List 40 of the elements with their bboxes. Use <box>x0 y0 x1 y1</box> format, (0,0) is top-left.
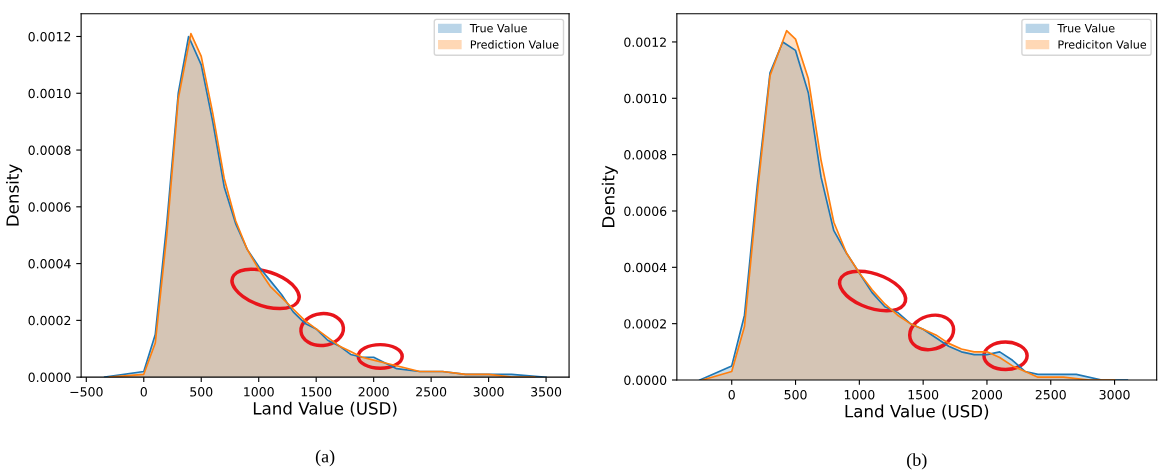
x-tick-label: 3000 <box>1099 389 1130 400</box>
legend-label: Prediction Value <box>470 40 559 49</box>
x-tick-label: 2500 <box>1035 389 1066 400</box>
x-tick-label: 1500 <box>908 389 939 400</box>
text: (b) <box>907 453 927 470</box>
x-tick-label: 500 <box>784 389 807 400</box>
y-tick-label: 0.0000 <box>624 375 667 385</box>
legend-label: True Value <box>469 23 527 33</box>
x-axis-title: Land Value (USD) <box>845 404 989 420</box>
text: (a) <box>315 449 335 467</box>
y-tick-label: 0.0010 <box>624 93 667 104</box>
y-tick-label: 0.0004 <box>624 262 667 273</box>
x-tick-label: 3500 <box>531 387 562 397</box>
x-axis-title: Land Value (USD) <box>253 401 397 417</box>
y-tick-label: 0.0008 <box>624 150 667 160</box>
x-tick-label: 3000 <box>473 387 504 397</box>
y-tick-label: 0.0004 <box>28 259 71 269</box>
x-tick-label: 2500 <box>416 387 447 397</box>
y-tick-label: 0.0006 <box>28 202 71 212</box>
y-tick-label: 0.0010 <box>28 88 71 99</box>
x-tick-label: 0 <box>140 387 147 397</box>
y-tick-label: 0.0012 <box>28 31 71 42</box>
x-tick-label: −500 <box>70 387 103 397</box>
x-tick-label: 1000 <box>244 387 274 397</box>
x-tick-label: 0 <box>728 389 735 400</box>
y-tick-label: 0.0002 <box>624 319 666 329</box>
y-tick-label: 0.0006 <box>624 206 667 216</box>
x-tick-label: 1500 <box>301 387 332 397</box>
y-tick-label: 0.0002 <box>28 315 71 326</box>
x-tick-label: 1000 <box>844 389 875 400</box>
x-tick-label: 2000 <box>358 387 389 397</box>
legend-label: Prediciton Value <box>1058 40 1147 49</box>
y-tick-label: 0.0008 <box>28 145 71 155</box>
x-tick-label: 2000 <box>971 389 1003 400</box>
y-axis-title: Density <box>5 164 23 226</box>
x-tick-label: 500 <box>190 387 213 397</box>
legend-label: True Value <box>1057 23 1115 33</box>
y-tick-label: 0.0000 <box>28 372 71 383</box>
y-tick-label: 0.0012 <box>624 37 666 47</box>
y-axis-title: Density <box>601 165 618 227</box>
